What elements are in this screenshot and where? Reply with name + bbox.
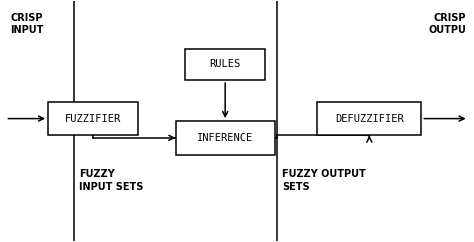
Text: INFERENCE: INFERENCE: [197, 133, 253, 143]
Text: FUZZY OUTPUT
SETS: FUZZY OUTPUT SETS: [282, 169, 365, 191]
Text: FUZZY
INPUT SETS: FUZZY INPUT SETS: [79, 169, 143, 191]
Text: RULES: RULES: [210, 60, 241, 69]
Text: CRISP
OUTPU: CRISP OUTPU: [428, 13, 466, 35]
Text: CRISP
INPUT: CRISP INPUT: [10, 13, 44, 35]
FancyBboxPatch shape: [318, 102, 421, 136]
FancyBboxPatch shape: [175, 121, 275, 155]
Text: FUZZIFIER: FUZZIFIER: [65, 113, 121, 124]
FancyBboxPatch shape: [185, 49, 265, 80]
FancyBboxPatch shape: [48, 102, 138, 136]
Text: DEFUZZIFIER: DEFUZZIFIER: [335, 113, 404, 124]
